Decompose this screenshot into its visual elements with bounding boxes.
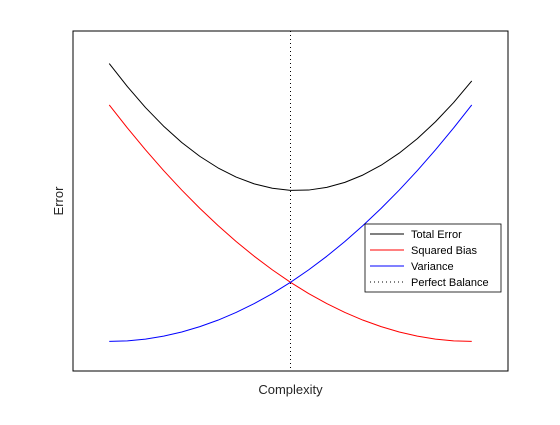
x-axis-label: Complexity xyxy=(258,382,323,397)
legend-label-squared-bias: Squared Bias xyxy=(411,245,478,257)
series-line-total-error xyxy=(108,63,473,191)
legend: Total Error Squared Bias Variance Perfec… xyxy=(364,223,502,293)
legend-label-perfect-balance: Perfect Balance xyxy=(411,277,489,289)
legend-box xyxy=(364,223,502,293)
y-axis-label: Error xyxy=(51,186,66,216)
series-line-variance xyxy=(109,104,473,342)
series-layer xyxy=(108,63,473,342)
plot-frame xyxy=(72,30,509,372)
legend-label-variance: Variance xyxy=(411,261,454,273)
legend-label-total-error: Total Error xyxy=(411,229,462,241)
